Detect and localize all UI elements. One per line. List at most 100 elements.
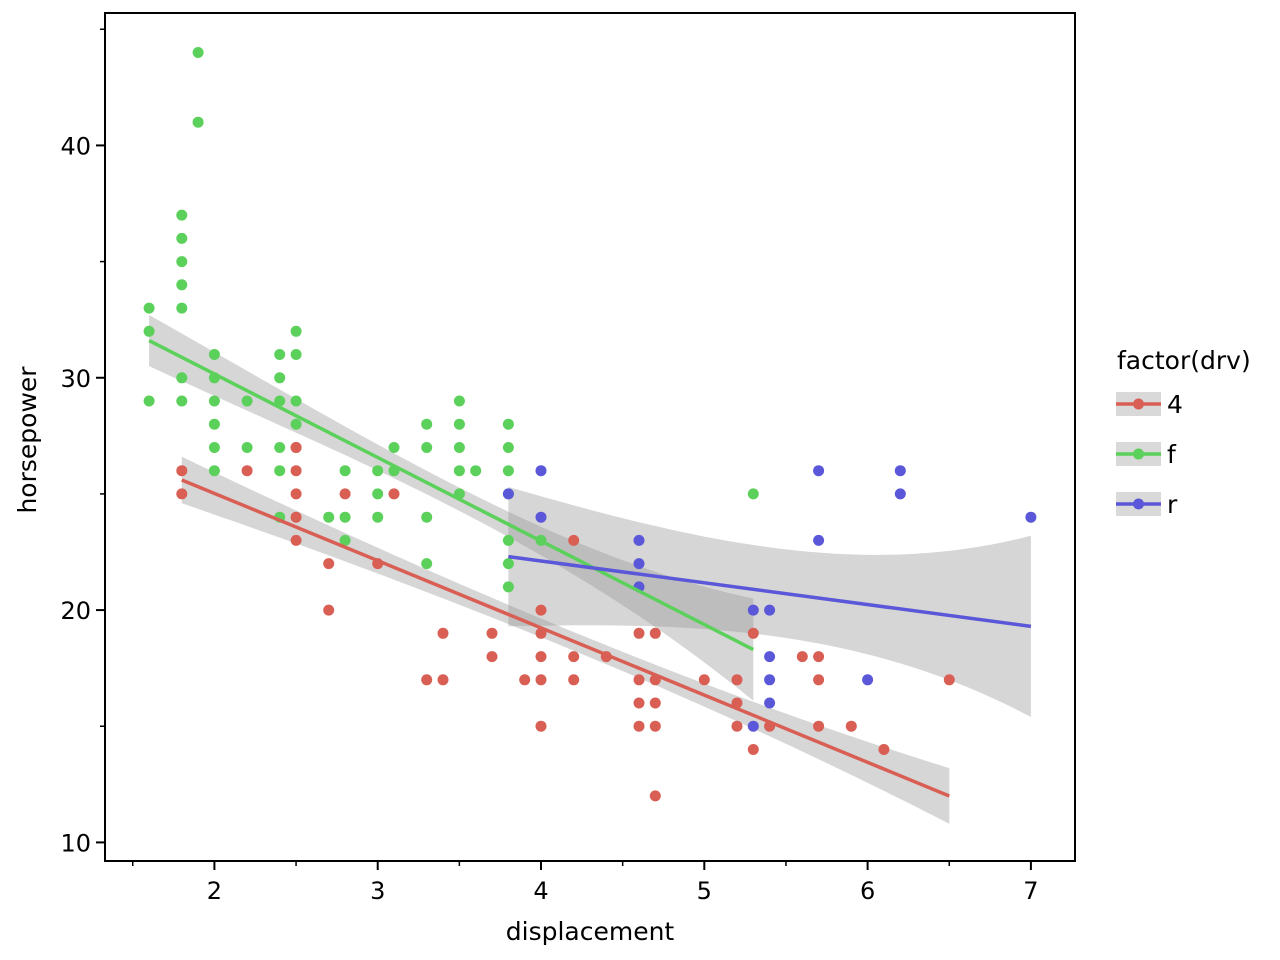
data-point-4 [339, 488, 351, 500]
data-point-4 [845, 720, 857, 732]
data-point-r [747, 604, 759, 616]
data-point-f [176, 232, 188, 244]
data-point-f [502, 442, 514, 453]
fit-line-r [508, 554, 1032, 629]
data-point-4 [535, 604, 547, 616]
data-point-f [208, 465, 220, 477]
data-point-f [274, 349, 286, 360]
data-point-f [747, 488, 759, 500]
data-point-r [764, 651, 776, 663]
data-point-f [176, 302, 188, 314]
data-point-4 [943, 674, 955, 686]
data-point-4 [176, 465, 188, 477]
legend-key-point-f [1133, 448, 1144, 460]
data-point-f [453, 395, 465, 407]
data-point-4 [649, 790, 661, 802]
data-point-r [535, 465, 547, 477]
data-point-4 [323, 604, 335, 616]
fit-lines [148, 339, 1032, 798]
data-point-4 [568, 534, 580, 546]
confidence-band-f [149, 315, 754, 701]
data-point-4 [519, 674, 531, 686]
data-point-f [323, 511, 335, 523]
data-point-f [339, 465, 351, 477]
data-point-r [764, 697, 776, 709]
data-point-f [192, 47, 204, 58]
data-point-f [502, 418, 514, 430]
data-point-f [208, 395, 220, 407]
data-point-r [764, 674, 776, 686]
data-point-4 [698, 674, 710, 686]
data-point-f [274, 395, 286, 407]
data-point-f [290, 418, 302, 430]
x-tick-label: 3 [370, 877, 385, 905]
y-tick-label: 40 [60, 132, 91, 160]
data-point-r [535, 511, 547, 523]
data-point-f [176, 209, 188, 221]
data-point-4 [568, 651, 580, 663]
data-point-4 [649, 697, 661, 709]
data-point-r [813, 534, 825, 546]
data-point-f [453, 418, 465, 430]
data-point-4 [633, 720, 645, 732]
data-point-4 [796, 651, 808, 663]
data-point-4 [176, 488, 188, 500]
data-point-f [453, 465, 465, 477]
legend-key-point-r [1133, 498, 1144, 510]
data-point-4 [388, 488, 400, 500]
data-point-4 [290, 534, 302, 546]
data-point-r [633, 534, 645, 546]
data-point-f [208, 442, 220, 453]
confidence-band-4 [181, 456, 950, 824]
data-point-f [421, 558, 433, 570]
data-point-4 [813, 720, 825, 732]
data-point-r [747, 720, 759, 732]
x-axis: 2 3 4 5 6 7 [132, 861, 1039, 905]
data-point-f [421, 511, 433, 523]
legend-key-point-4 [1133, 398, 1144, 410]
data-point-4 [731, 674, 743, 686]
data-point-4 [568, 674, 580, 686]
data-point-4 [437, 674, 449, 686]
fit-line-4 [181, 478, 950, 798]
data-point-f [208, 349, 220, 360]
data-point-f [453, 442, 465, 453]
x-tick-label: 4 [533, 877, 548, 905]
data-point-f [143, 395, 155, 407]
data-point-f [176, 372, 188, 384]
data-point-r [894, 465, 906, 477]
data-point-4 [813, 651, 825, 663]
legend-label-4: 4 [1167, 390, 1183, 419]
legend-label-r: r [1167, 490, 1178, 519]
x-tick-label: 6 [860, 877, 875, 905]
data-point-f [208, 418, 220, 430]
data-point-f [143, 302, 155, 314]
data-point-f [274, 465, 286, 477]
data-point-4 [290, 465, 302, 477]
data-point-4 [437, 627, 449, 639]
data-point-4 [633, 627, 645, 639]
data-point-r [862, 674, 874, 686]
data-point-4 [731, 720, 743, 732]
data-point-f [502, 465, 514, 477]
data-point-4 [486, 627, 498, 639]
data-point-f [470, 465, 482, 477]
data-point-r [813, 465, 825, 477]
data-point-f [290, 349, 302, 360]
data-point-4 [290, 488, 302, 500]
data-point-4 [535, 651, 547, 663]
data-point-r [633, 558, 645, 570]
plot-panel [104, 12, 1076, 862]
y-tick-label: 10 [60, 829, 91, 857]
x-tick-label: 5 [697, 877, 712, 905]
data-point-4 [421, 674, 433, 686]
data-point-f [176, 395, 188, 407]
data-point-f [372, 488, 384, 500]
data-point-f [274, 442, 286, 453]
data-point-r [1025, 511, 1037, 523]
fit-line-f [148, 339, 755, 652]
data-point-4 [535, 674, 547, 686]
data-point-4 [290, 511, 302, 523]
data-point-f [502, 558, 514, 570]
